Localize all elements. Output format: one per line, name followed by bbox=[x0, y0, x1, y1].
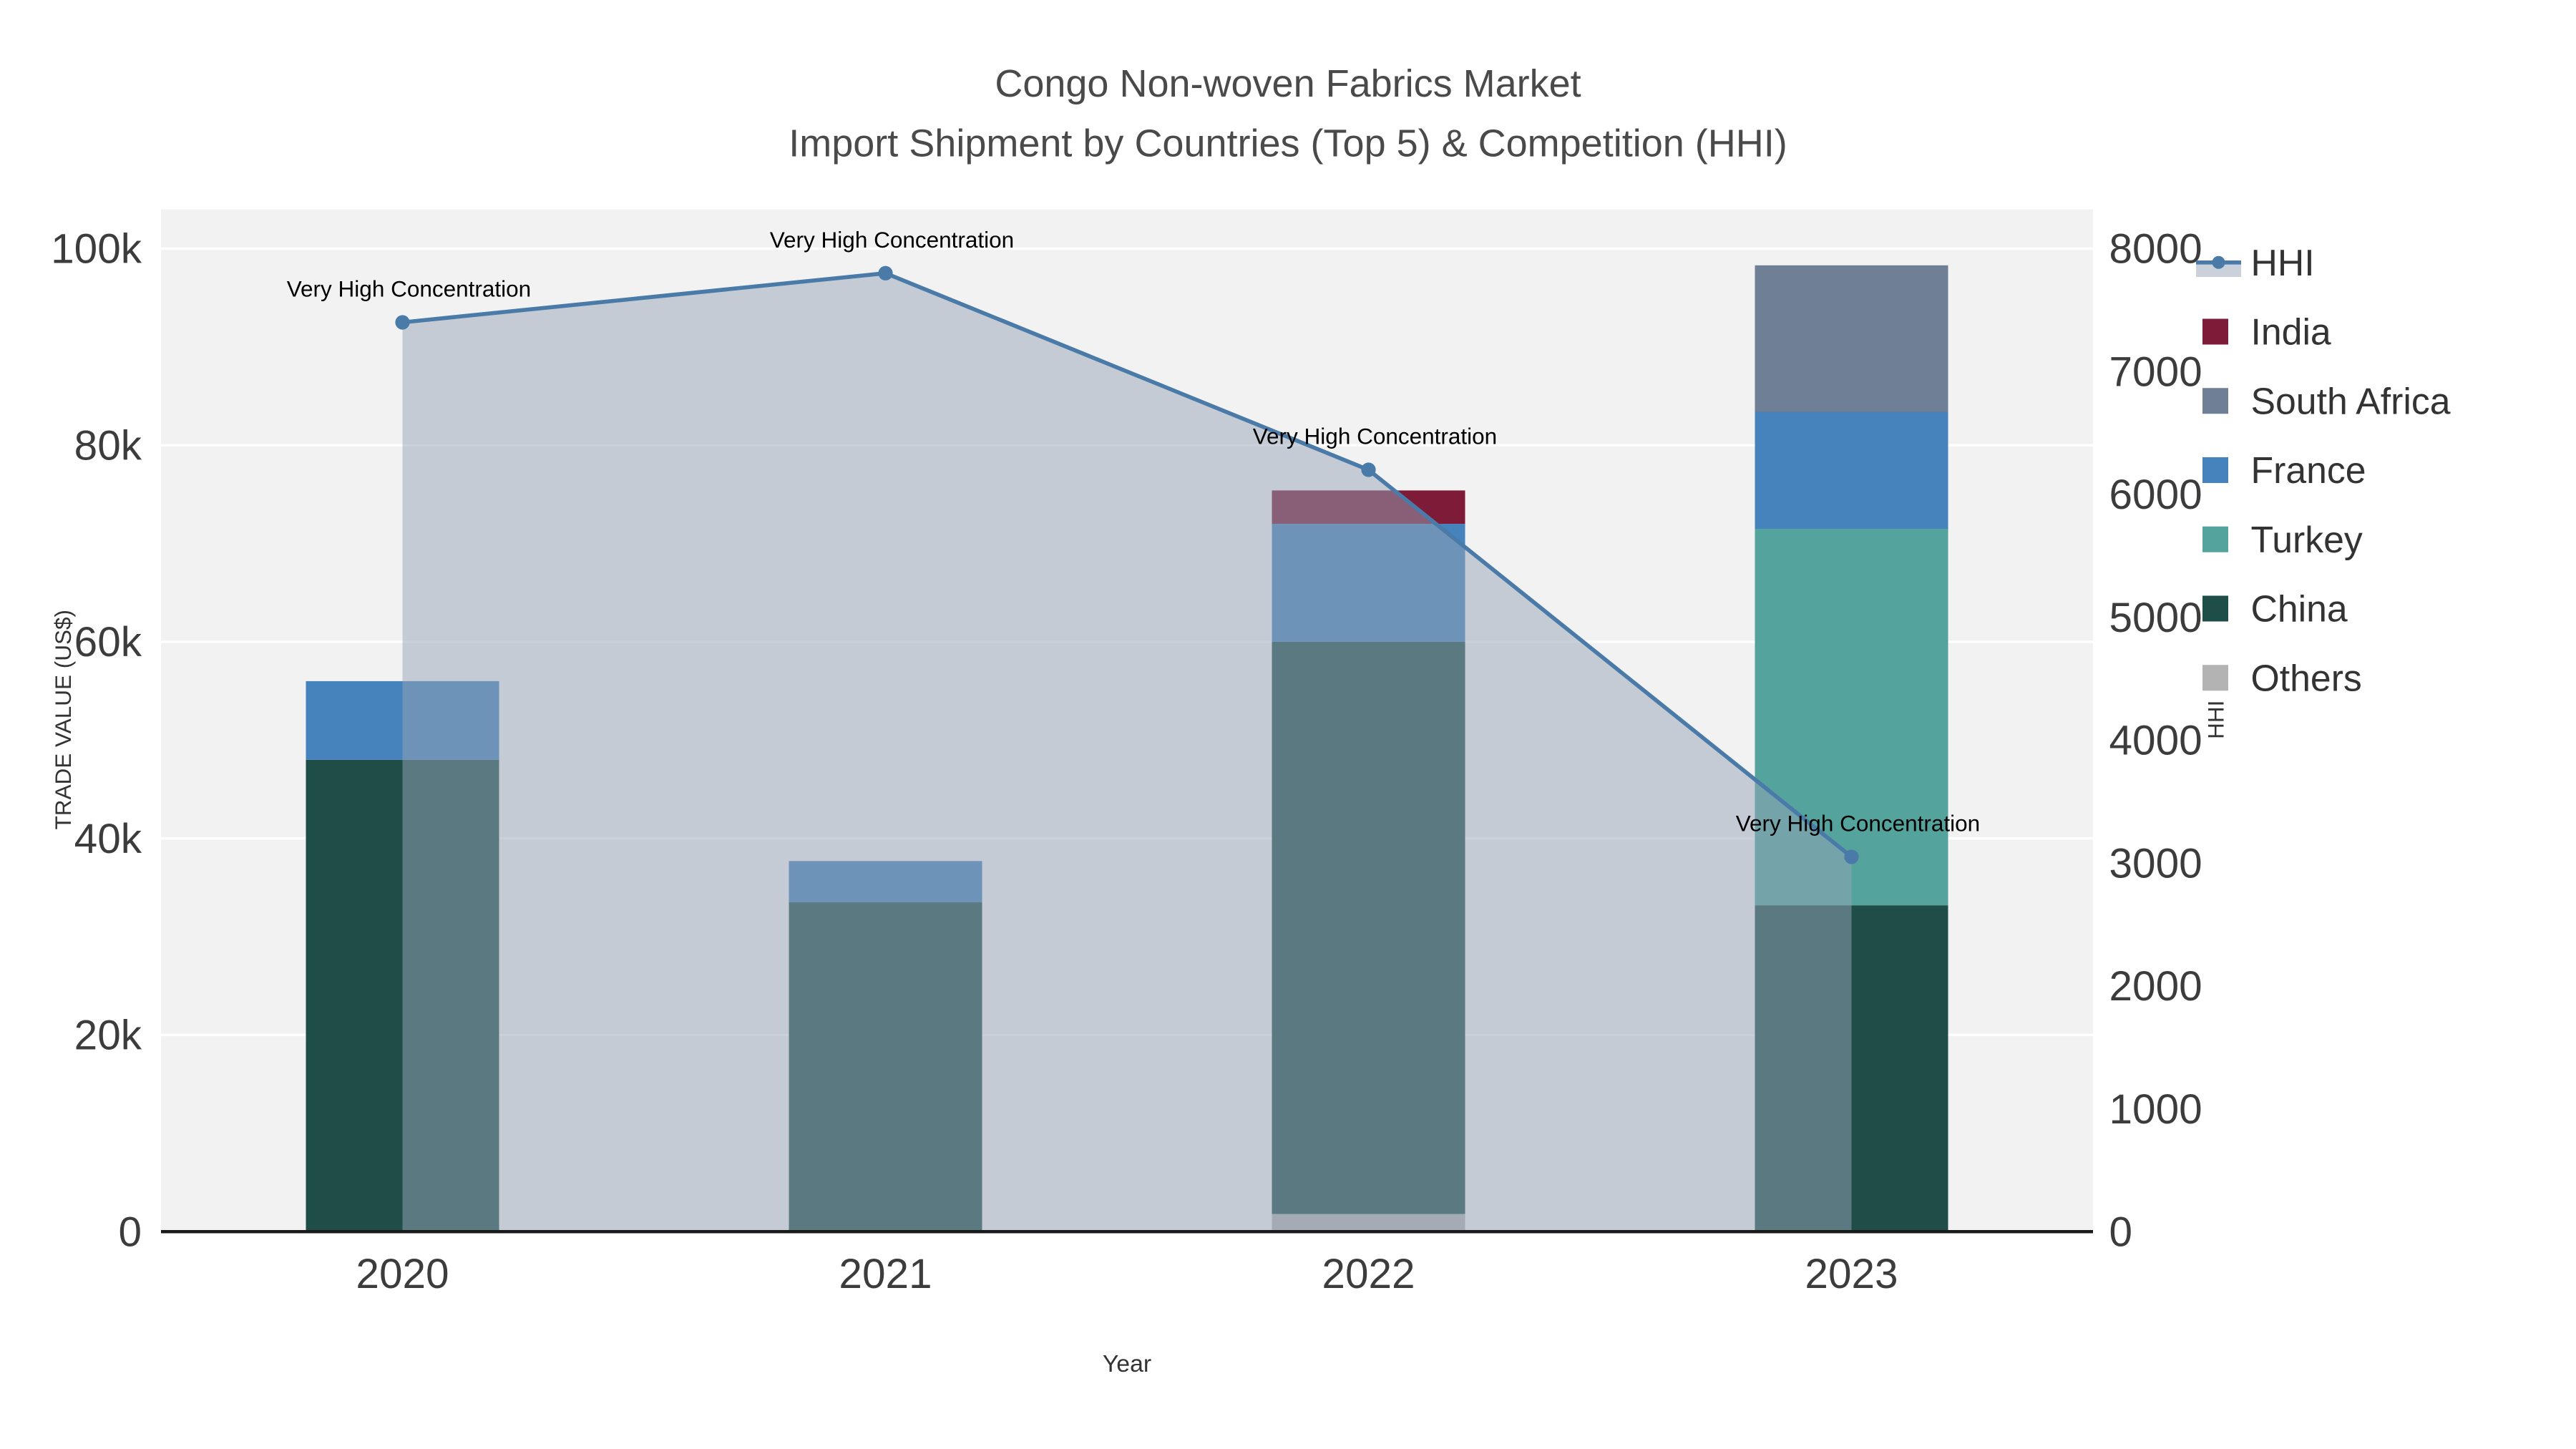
legend-label-hhi: HHI bbox=[2251, 242, 2315, 283]
y-left-tick-label: 0 bbox=[118, 1209, 142, 1256]
x-axis-title: Year bbox=[1103, 1350, 1151, 1377]
y-right-tick-label: 3000 bbox=[2109, 840, 2202, 887]
legend-label-china: China bbox=[2251, 588, 2348, 630]
legend-swatch-france bbox=[2202, 457, 2228, 483]
x-tick-label-2021: 2021 bbox=[839, 1251, 932, 1297]
annotation-2020: Very High Concentration bbox=[287, 275, 531, 301]
legend-hhi-marker-swatch bbox=[2212, 255, 2225, 269]
legend-item-turkey[interactable]: Turkey bbox=[2202, 519, 2363, 560]
y-right-tick-label: 4000 bbox=[2109, 718, 2202, 764]
y-left-tick-label: 40k bbox=[74, 816, 142, 862]
bar-france-2023[interactable] bbox=[1755, 411, 1948, 529]
legend-swatch-china bbox=[2202, 595, 2228, 622]
legend-hhi-area-swatch bbox=[2196, 262, 2241, 277]
y-left-tick-label: 80k bbox=[74, 422, 142, 469]
bar-south-africa-2023[interactable] bbox=[1755, 265, 1948, 412]
legend-swatch-turkey bbox=[2202, 526, 2228, 552]
y-right-tick-label: 6000 bbox=[2109, 472, 2202, 518]
legend-item-hhi[interactable]: HHI bbox=[2196, 242, 2315, 283]
y-right-axis-title: HHI bbox=[2202, 701, 2228, 739]
legend-swatch-india bbox=[2202, 318, 2228, 345]
y-right-tick-label: 1000 bbox=[2109, 1086, 2202, 1133]
hhi-marker-2023[interactable] bbox=[1844, 849, 1859, 864]
x-tick-label-2020: 2020 bbox=[356, 1251, 449, 1297]
x-tick-label-2022: 2022 bbox=[1322, 1251, 1415, 1297]
y-left-tick-label: 20k bbox=[74, 1013, 142, 1059]
legend-label-turkey: Turkey bbox=[2251, 519, 2363, 560]
hhi-area-fill bbox=[402, 273, 1852, 1232]
legend-item-china[interactable]: China bbox=[2202, 588, 2348, 630]
y-right-tick-label: 2000 bbox=[2109, 963, 2202, 1010]
annotation-2021: Very High Concentration bbox=[770, 227, 1014, 253]
chart-title-line2: Import Shipment by Countries (Top 5) & C… bbox=[789, 122, 1787, 165]
y-right-tick-label: 8000 bbox=[2109, 226, 2202, 273]
legend-item-france[interactable]: France bbox=[2202, 449, 2366, 491]
hhi-marker-2020[interactable] bbox=[395, 315, 410, 330]
y-left-tick-label: 100k bbox=[51, 226, 142, 273]
legend-label-south-africa: South Africa bbox=[2251, 380, 2451, 421]
y-left-axis-title: TRADE VALUE (US$) bbox=[50, 610, 76, 829]
legend-item-others[interactable]: Others bbox=[2202, 657, 2362, 698]
y-right-tick-label: 0 bbox=[2109, 1209, 2133, 1256]
legend-item-india[interactable]: India bbox=[2202, 311, 2331, 353]
legend-label-france: France bbox=[2251, 449, 2366, 491]
hhi-marker-2021[interactable] bbox=[878, 265, 893, 280]
x-tick-label-2023: 2023 bbox=[1805, 1251, 1898, 1297]
annotation-2023: Very High Concentration bbox=[1736, 810, 1980, 836]
legend-label-others: Others bbox=[2251, 657, 2362, 698]
y-left-tick-label: 60k bbox=[74, 619, 142, 665]
legend-label-india: India bbox=[2251, 311, 2331, 353]
hhi-line[interactable] bbox=[402, 270, 1853, 859]
y-right-tick-label: 7000 bbox=[2109, 348, 2202, 395]
legend-swatch-south-africa bbox=[2202, 388, 2228, 414]
annotation-2022: Very High Concentration bbox=[1253, 424, 1497, 449]
legend-item-south-africa[interactable]: South Africa bbox=[2202, 380, 2451, 421]
chart-title-line1: Congo Non-woven Fabrics Market bbox=[995, 62, 1581, 105]
y-right-tick-label: 5000 bbox=[2109, 595, 2202, 641]
hhi-marker-2022[interactable] bbox=[1361, 462, 1376, 477]
legend-swatch-others bbox=[2202, 665, 2228, 691]
